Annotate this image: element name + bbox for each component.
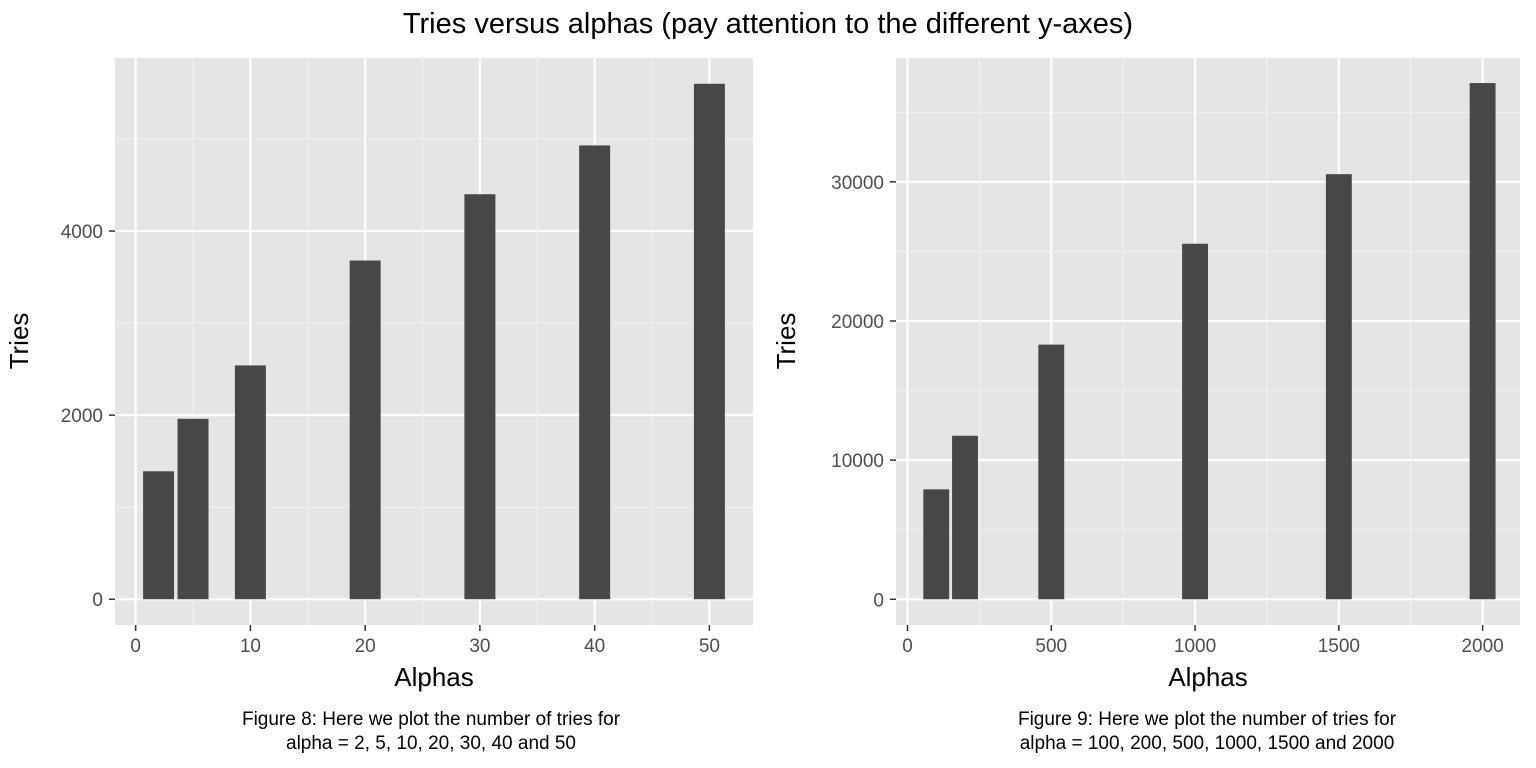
bar	[143, 471, 175, 600]
x-tick-label: 40	[584, 636, 605, 657]
bar	[464, 194, 496, 600]
plot-panel-background	[115, 58, 753, 625]
bar	[1182, 243, 1208, 600]
bar	[952, 435, 978, 600]
figure-caption-line: alpha = 2, 5, 10, 20, 30, 40 and 50	[286, 733, 576, 754]
y-tick-label: 2000	[61, 406, 103, 427]
x-tick-label: 50	[699, 636, 720, 657]
figure-title: Tries versus alphas (pay attention to th…	[403, 8, 1133, 40]
y-tick-label: 20000	[831, 312, 884, 333]
x-tick-label: 1500	[1318, 636, 1360, 657]
bar	[349, 260, 381, 600]
y-tick-label: 30000	[831, 173, 884, 194]
x-tick-label: 2000	[1461, 636, 1503, 657]
x-tick-label: 500	[1035, 636, 1067, 657]
x-tick-label: 30	[469, 636, 490, 657]
y-tick-label: 4000	[61, 222, 103, 243]
y-tick-label: 0	[92, 590, 103, 611]
x-axis-title: Alphas	[1168, 662, 1248, 692]
y-tick-label: 10000	[831, 451, 884, 472]
bar	[1325, 174, 1352, 600]
bar	[234, 365, 266, 600]
x-tick-label: 20	[355, 636, 376, 657]
figure-caption-line: Figure 9: Here we plot the number of tri…	[1018, 709, 1397, 730]
x-tick-label: 1000	[1174, 636, 1216, 657]
chart-panel-1: 0 10 20 30 40 50 0 2000 4000 Alphas Tries Figure 8:…	[4, 58, 753, 754]
x-tick-label: 0	[902, 636, 913, 657]
x-axis-title: Alphas	[394, 662, 474, 692]
bar	[579, 145, 611, 600]
y-tick-label: 0	[873, 590, 884, 611]
bar	[1469, 83, 1496, 600]
x-tick-label: 0	[130, 636, 141, 657]
bar	[177, 418, 209, 600]
figure-caption-line: alpha = 100, 200, 500, 1000, 1500 and 20…	[1020, 733, 1395, 754]
chart-panel-2: 0 500 1000 1500 20000100002000030000AlphasTr…	[771, 58, 1520, 754]
y-axis-title: Tries	[4, 313, 34, 370]
bar	[1038, 344, 1065, 600]
bar	[693, 83, 725, 600]
bar	[923, 489, 950, 600]
figure-caption-line: Figure 8: Here we plot the number of tri…	[242, 709, 621, 730]
y-axis-title: Tries	[771, 313, 801, 370]
x-tick-label: 10	[240, 636, 261, 657]
